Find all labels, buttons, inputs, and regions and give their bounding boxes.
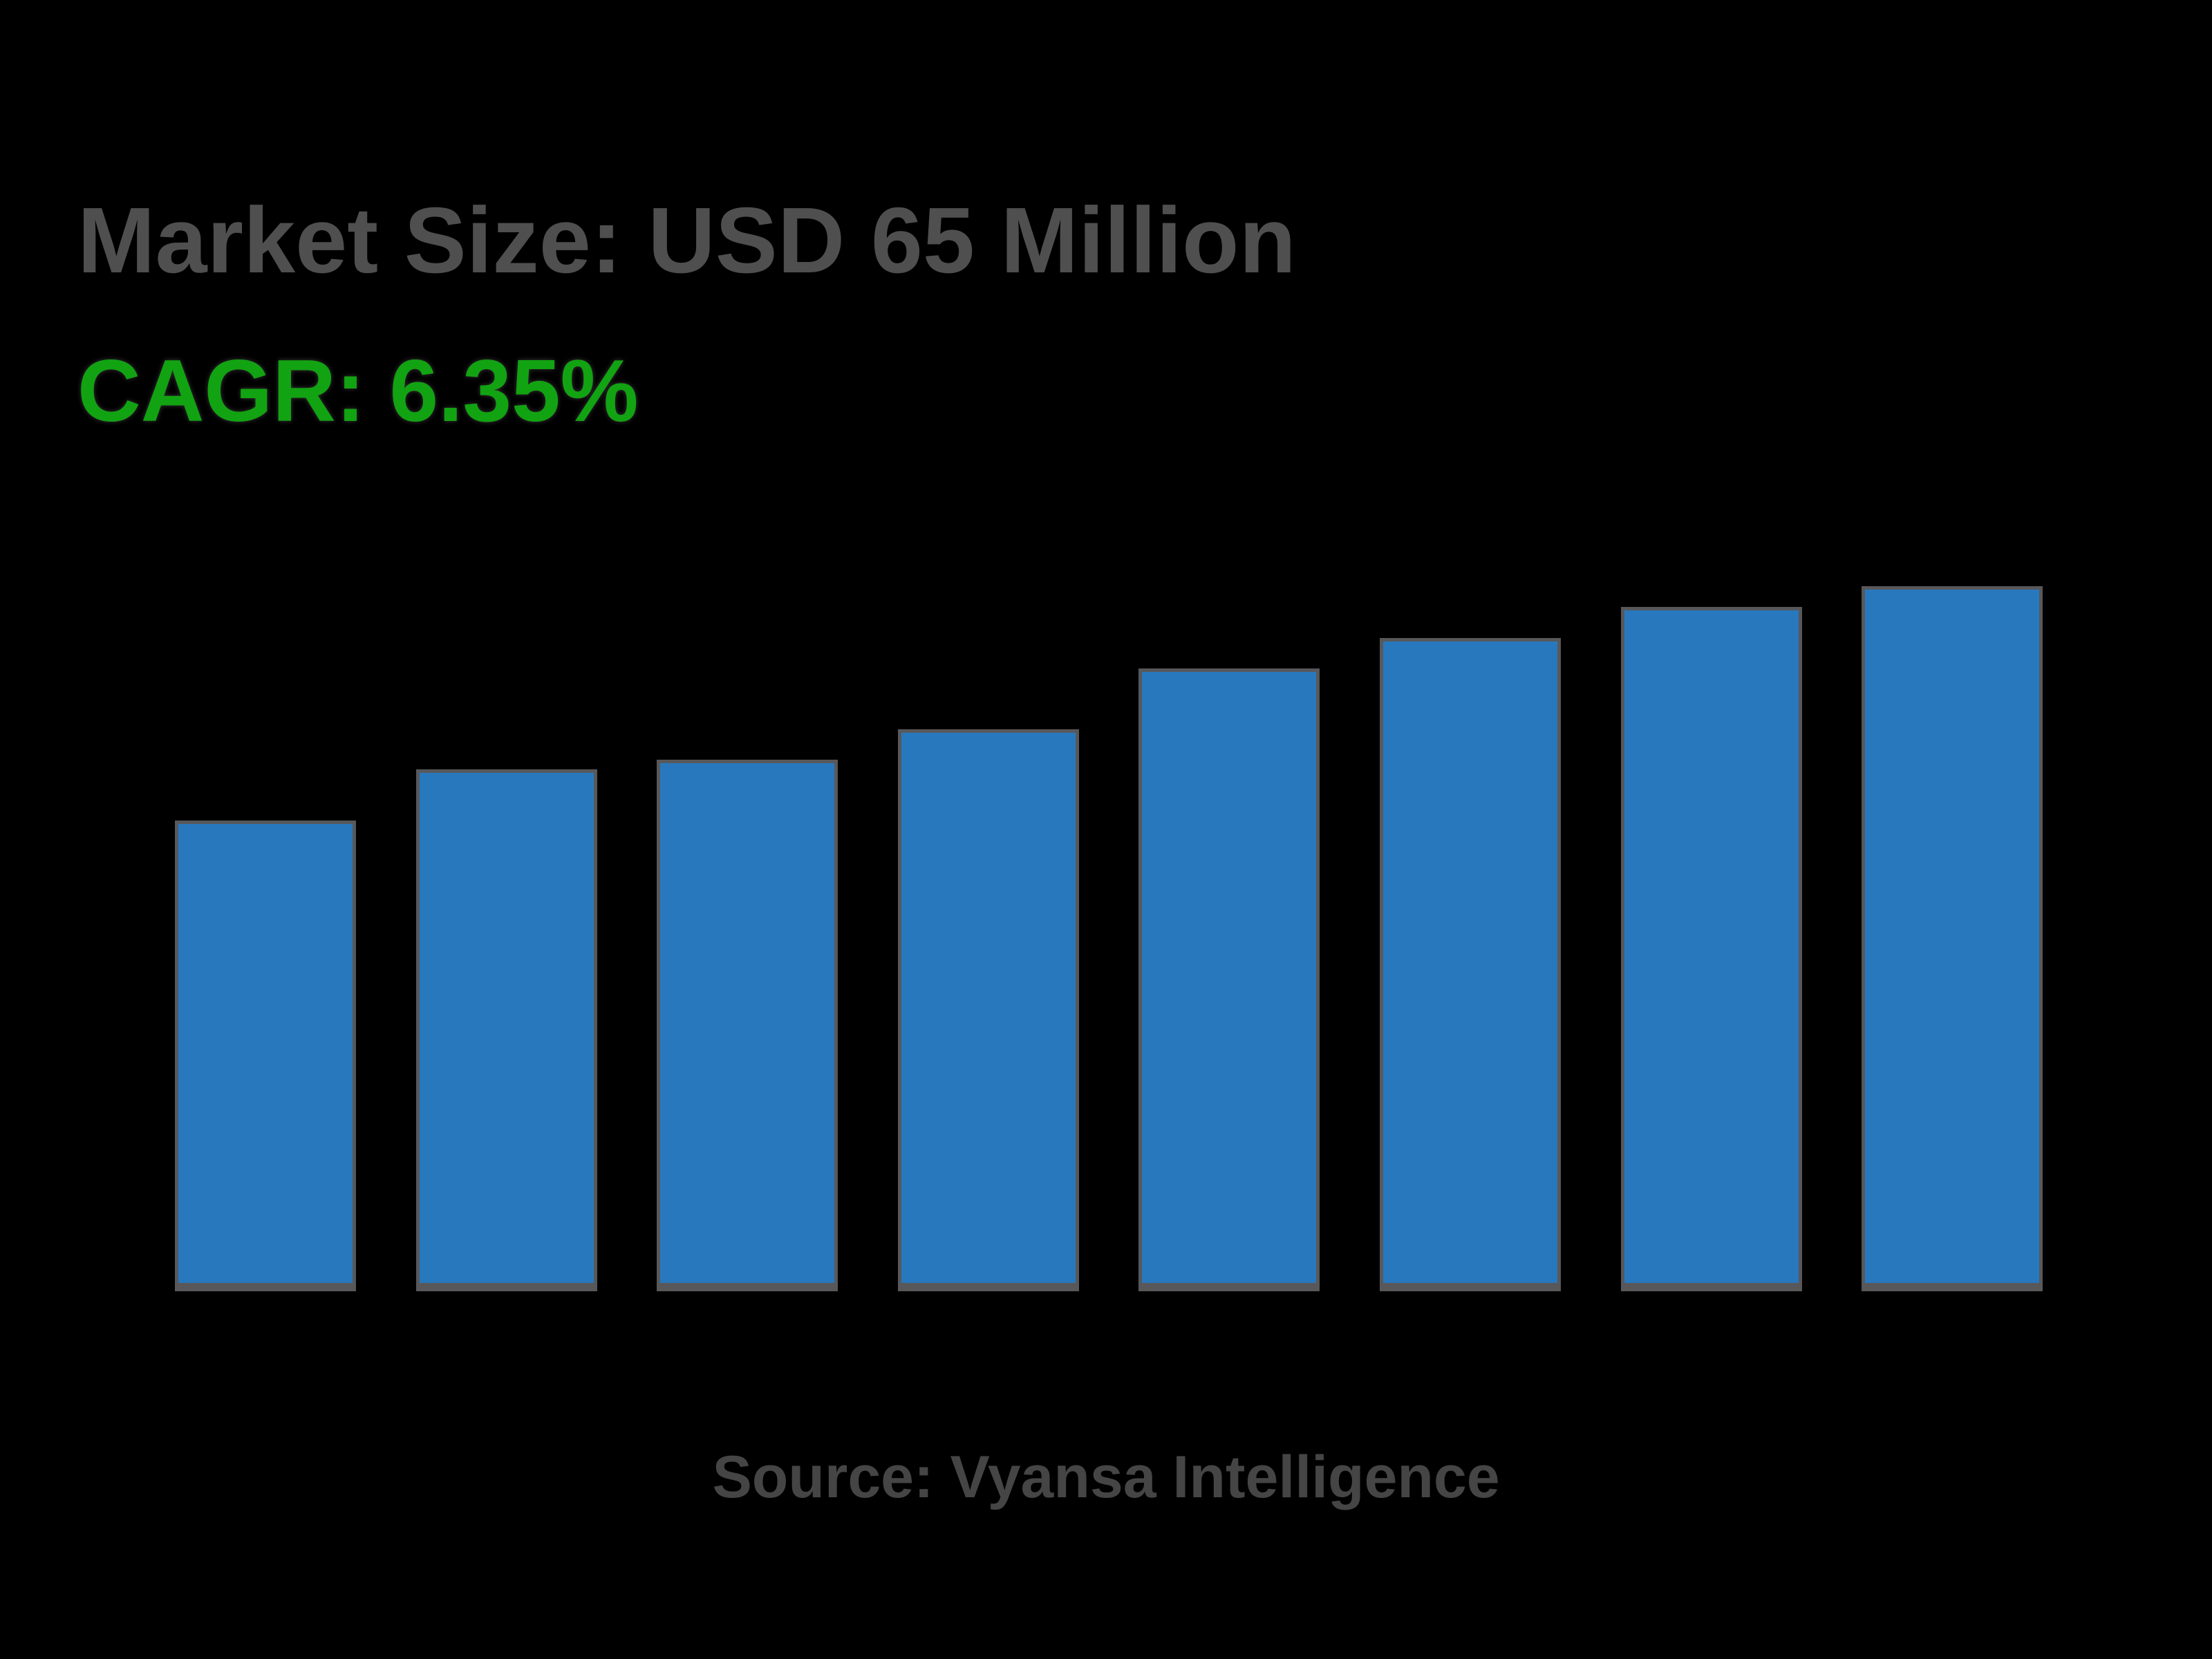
bar-period-4 (898, 729, 1079, 1291)
bar-period-5 (1138, 668, 1320, 1291)
bar-period-6 (1380, 638, 1561, 1291)
cagr-label: CAGR: 6.35% (77, 341, 639, 440)
bar-period-1 (175, 821, 356, 1291)
bar-period-3 (657, 760, 838, 1291)
bar-period-8 (1862, 586, 2043, 1291)
source-attribution: Source: Vyansa Intelligence (712, 1444, 1500, 1510)
bar-period-2 (416, 769, 597, 1291)
market-size-title: Market Size: USD 65 Million (77, 188, 1296, 292)
bar-period-7 (1621, 607, 1802, 1291)
